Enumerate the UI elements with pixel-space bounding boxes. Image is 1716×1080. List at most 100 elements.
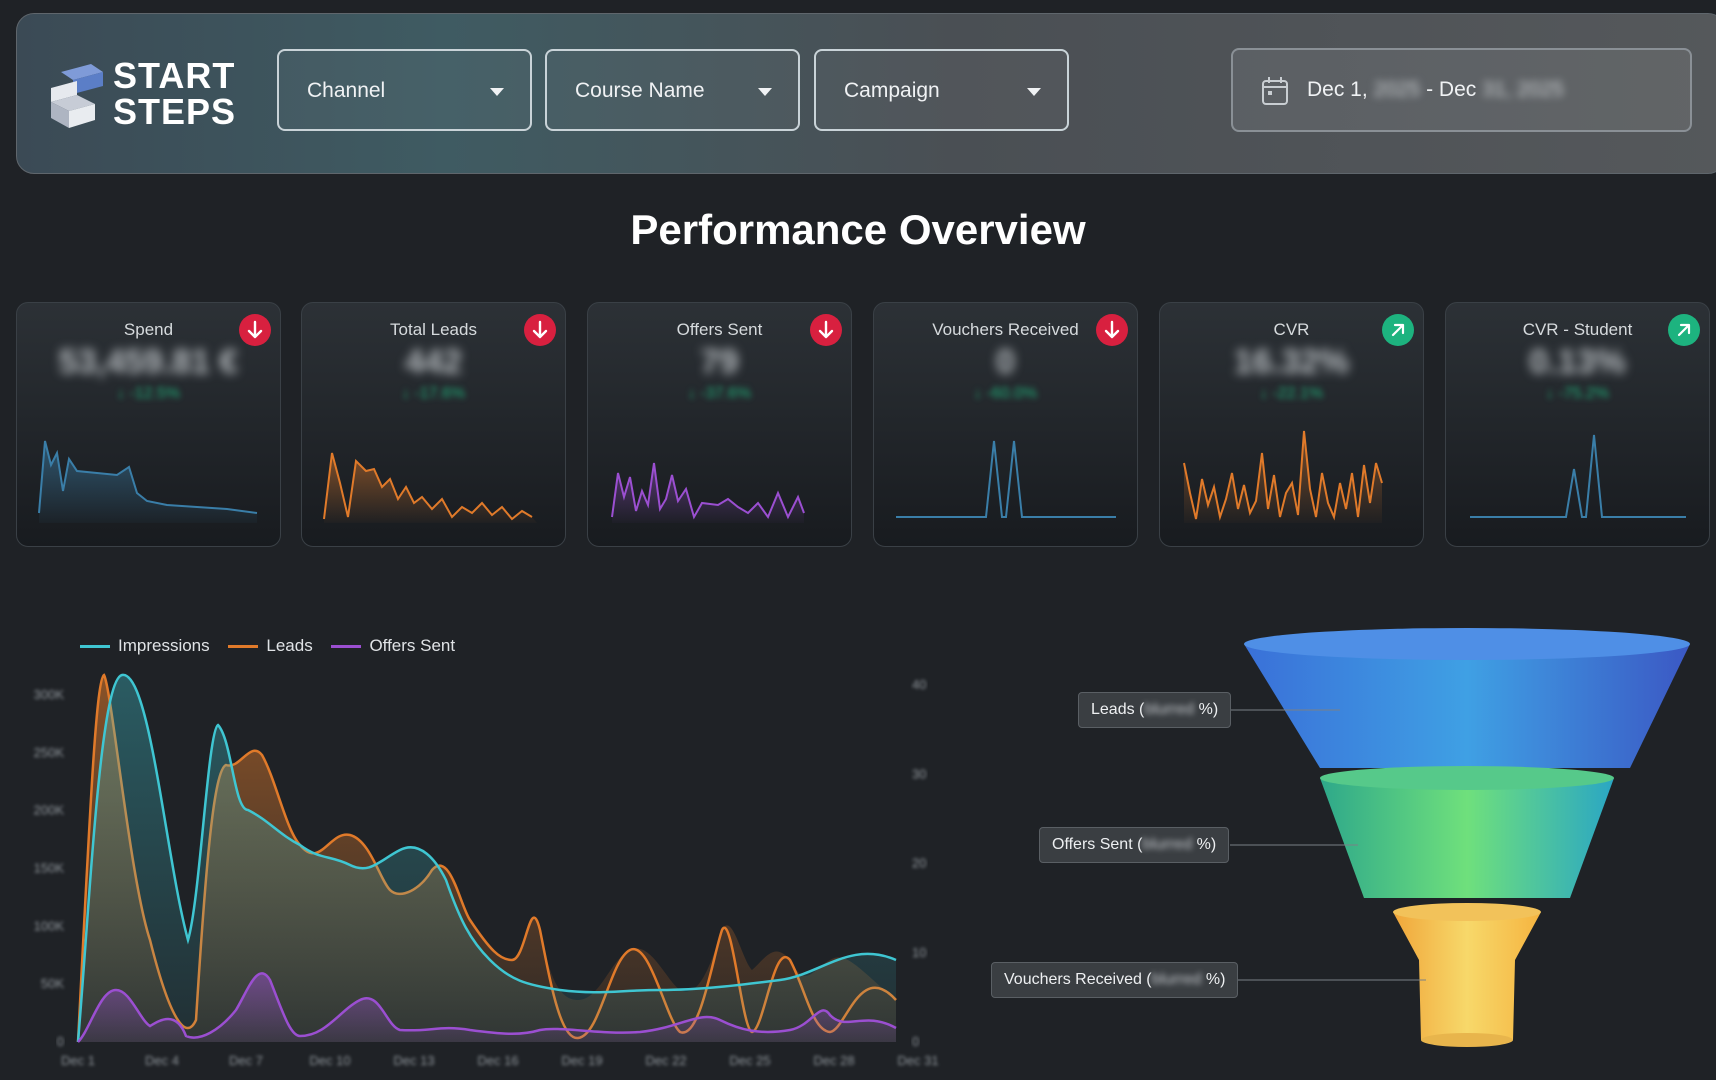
arrow-down-icon	[239, 314, 271, 346]
kpi-card-vouchers-received[interactable]: Vouchers Received 0 ↓ -60.0%	[873, 302, 1138, 547]
y-tick-label: 100K	[34, 918, 65, 933]
kpi-label: Total Leads	[390, 320, 477, 339]
arrow-up-right-icon	[1382, 314, 1414, 346]
funnel-stage-pct: blurred	[1144, 701, 1195, 718]
legend-item-offers-sent[interactable]: Offers Sent	[331, 636, 455, 656]
date-range-picker[interactable]: Dec 1, 2025 - Dec 31, 2025	[1231, 48, 1692, 132]
x-tick-label: Dec 13	[393, 1053, 434, 1068]
funnel-stage-suffix: %)	[1194, 701, 1219, 718]
funnel-stage-suffix: %)	[1201, 971, 1226, 988]
sparkline	[896, 440, 1116, 518]
sparkline	[38, 440, 258, 523]
sparkline	[611, 462, 805, 523]
page-title: Performance Overview	[630, 206, 1086, 253]
performance-area-chart: 0 50K 100K 150K 200K 250K 300K 0 10 20 30 40 Dec 1…	[34, 673, 939, 1068]
kpi-delta: ↓ -17.6%	[401, 385, 466, 402]
kpi-label: Vouchers Received	[932, 320, 1079, 339]
kpi-label: Spend	[123, 320, 174, 339]
legend-swatch	[80, 645, 110, 649]
start-steps-logo: START STEPS	[47, 58, 257, 138]
x-tick-label: Dec 25	[729, 1053, 770, 1068]
legend-item-impressions[interactable]: Impressions	[80, 636, 210, 656]
kpi-delta: ↓ -75.2%	[1545, 385, 1610, 402]
y-tick-label: 200K	[34, 803, 65, 818]
kpi-label: CVR - Student	[1522, 320, 1633, 339]
x-tick-label: Dec 4	[145, 1053, 179, 1068]
chevron-down-icon	[490, 88, 504, 96]
kpi-label: Offers Sent	[676, 320, 763, 339]
funnel-stage-name: Vouchers Received (	[1004, 971, 1152, 988]
funnel-label-vouchers-received[interactable]: Vouchers Received (blurred %)	[991, 962, 1239, 998]
y-tick-label: 10	[912, 945, 926, 960]
x-tick-label: Dec 1	[61, 1053, 95, 1068]
funnel-stage-name: Leads (	[1091, 701, 1145, 718]
x-tick-label: Dec 16	[477, 1053, 518, 1068]
x-tick-label: Dec 7	[229, 1053, 263, 1068]
y-axis-right: 0 10 20 30 40	[912, 677, 926, 1049]
legend-label: Leads	[266, 636, 313, 655]
x-axis: Dec 1 Dec 4 Dec 7 Dec 10 Dec 13 Dec 16 Dec 19 D…	[61, 1053, 939, 1068]
kpi-value: 79	[700, 343, 739, 381]
x-tick-label: Dec 31	[897, 1053, 938, 1068]
y-tick-label: 0	[57, 1034, 64, 1049]
impressions-area	[78, 674, 896, 1042]
conversion-funnel	[1230, 628, 1690, 1047]
campaign-dropdown[interactable]: Campaign	[814, 49, 1069, 131]
campaign-dropdown-label: Campaign	[844, 79, 940, 102]
x-tick-label: Dec 19	[561, 1053, 602, 1068]
sparkline	[1470, 434, 1686, 518]
kpi-card-cvr-student[interactable]: CVR - Student 0.13% ↓ -75.2%	[1445, 302, 1710, 547]
sparkline	[1183, 430, 1383, 523]
offers-sent-area	[78, 973, 896, 1042]
y-tick-label: 300K	[34, 687, 65, 702]
date-range-start-year: 2025	[1373, 78, 1421, 101]
funnel-stage-name: Offers Sent (	[1052, 836, 1143, 853]
arrow-down-icon	[1096, 314, 1128, 346]
legend-item-leads[interactable]: Leads	[228, 636, 313, 656]
chevron-down-icon	[1027, 88, 1041, 96]
date-range-prefix: Dec 1,	[1307, 78, 1374, 101]
kpi-value: 53,459.81 €	[58, 343, 239, 381]
channel-dropdown[interactable]: Channel	[277, 49, 532, 131]
legend-label: Offers Sent	[369, 636, 456, 655]
legend-swatch	[228, 645, 259, 649]
logo-text: START STEPS	[113, 58, 236, 130]
funnel-label-offers-sent[interactable]: Offers Sent (blurred %)	[1039, 827, 1230, 863]
kpi-card-offers-sent[interactable]: Offers Sent 79 ↓ -37.6%	[587, 302, 852, 547]
x-tick-label: Dec 10	[309, 1053, 350, 1068]
x-tick-label: Dec 28	[813, 1053, 854, 1068]
kpi-label: CVR	[1273, 320, 1310, 339]
sparkline	[323, 452, 537, 523]
kpi-delta: ↓ -60.0%	[973, 385, 1038, 402]
kpi-value: 442	[405, 343, 462, 381]
y-tick-label: 30	[912, 766, 926, 781]
date-range-text: Dec 1, 2025 - Dec 31, 2025	[1307, 78, 1564, 102]
impressions-line	[76, 673, 897, 1043]
calendar-icon	[1262, 77, 1288, 105]
logo-mark-icon	[51, 64, 103, 128]
course-name-dropdown-label: Course Name	[575, 79, 705, 102]
kpi-delta: ↓ -37.6%	[687, 385, 752, 402]
date-range-sep: - Dec	[1420, 78, 1483, 101]
kpi-card-total-leads[interactable]: Total Leads 442 ↓ -17.6%	[301, 302, 566, 547]
offers-sent-line	[77, 972, 897, 1043]
arrow-down-icon	[524, 314, 556, 346]
kpi-card-cvr[interactable]: CVR 16.32% ↓ -22.1%	[1159, 302, 1424, 547]
logo-line-1: START	[113, 55, 236, 96]
funnel-stage-pct: blurred	[1142, 836, 1193, 853]
chart-legend: Impressions Leads Offers Sent	[80, 636, 469, 656]
kpi-card-spend[interactable]: Spend 53,459.81 € ↓ -12.5%	[16, 302, 281, 547]
funnel-label-leads[interactable]: Leads (blurred %)	[1078, 692, 1232, 728]
kpi-value: 16.32%	[1233, 343, 1350, 381]
logo-line-2: STEPS	[113, 91, 237, 132]
course-name-dropdown[interactable]: Course Name	[545, 49, 800, 131]
funnel-stage-suffix: %)	[1192, 836, 1217, 853]
kpi-delta: ↓ -12.5%	[116, 385, 181, 402]
channel-dropdown-label: Channel	[307, 79, 386, 102]
y-tick-label: 20	[912, 856, 926, 871]
y-tick-label: 50K	[41, 976, 64, 991]
y-axis-left: 0 50K 100K 150K 200K 250K 300K	[34, 687, 65, 1049]
filter-header: START STEPS Channel Course Name Campaign…	[16, 13, 1716, 174]
y-tick-label: 150K	[34, 861, 65, 876]
kpi-value: 0.13%	[1529, 343, 1626, 381]
